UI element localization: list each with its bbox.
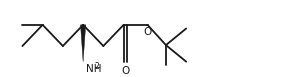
- Polygon shape: [81, 25, 86, 62]
- Text: NH: NH: [86, 64, 101, 74]
- Text: O: O: [121, 66, 129, 76]
- Text: O: O: [143, 27, 152, 37]
- Text: 2: 2: [95, 62, 99, 71]
